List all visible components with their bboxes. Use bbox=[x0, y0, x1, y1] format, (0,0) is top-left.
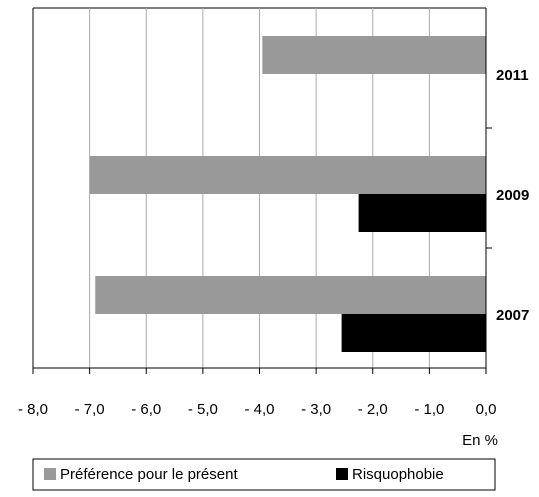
legend-swatch bbox=[44, 468, 56, 480]
bar bbox=[95, 276, 486, 314]
bar bbox=[89, 156, 486, 194]
legend-box bbox=[32, 458, 496, 491]
x-tick-label: - 6,0 bbox=[131, 401, 161, 418]
x-tick-label: - 7,0 bbox=[75, 401, 105, 418]
x-axis-label: En % bbox=[462, 432, 498, 449]
legend-swatch bbox=[336, 468, 348, 480]
category-label: 2011 bbox=[496, 67, 529, 84]
x-tick-label: - 1,0 bbox=[414, 401, 444, 418]
bar bbox=[341, 314, 486, 352]
x-tick-label: 0,0 bbox=[476, 401, 497, 418]
bar bbox=[358, 194, 486, 232]
x-tick-label: - 2,0 bbox=[358, 401, 388, 418]
x-tick-label: - 4,0 bbox=[244, 401, 274, 418]
x-tick-label: - 8,0 bbox=[18, 401, 48, 418]
x-tick-label: - 5,0 bbox=[188, 401, 218, 418]
x-tick-label: - 3,0 bbox=[301, 401, 331, 418]
bar bbox=[262, 36, 486, 74]
legend-label: Risquophobie bbox=[352, 466, 444, 483]
category-label: 2007 bbox=[496, 307, 529, 324]
category-label: 2009 bbox=[496, 187, 529, 204]
legend-label: Préférence pour le présent bbox=[60, 466, 238, 483]
